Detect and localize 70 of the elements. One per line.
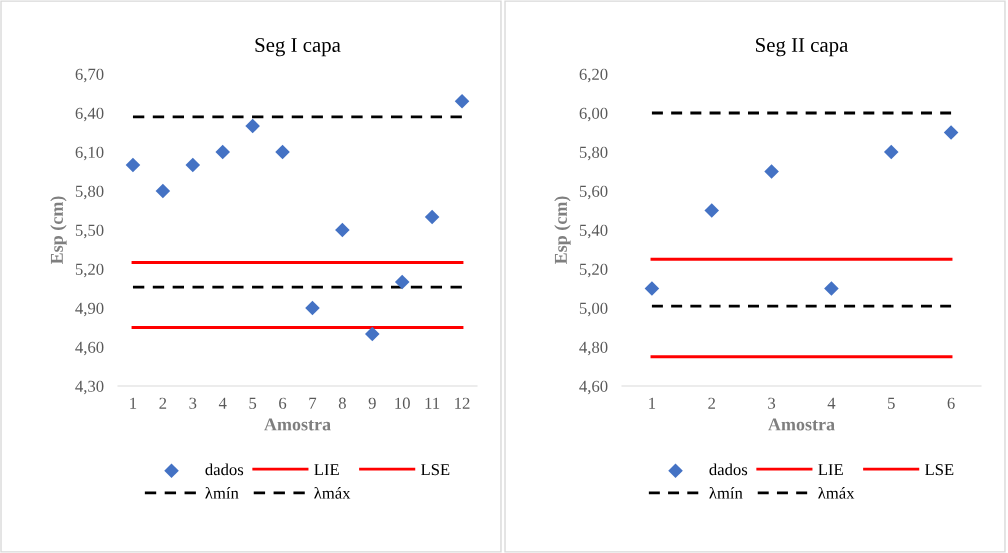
- y-tick-label: 4,60: [75, 341, 104, 356]
- x-tick-label: 8: [338, 397, 346, 409]
- y-tick-label: 4,90: [75, 302, 104, 317]
- x-tick-label: 6: [947, 397, 955, 409]
- point: [883, 144, 899, 160]
- point: [424, 209, 440, 225]
- x-tick-label: 3: [768, 397, 776, 409]
- point: [394, 274, 410, 290]
- point: [185, 157, 201, 173]
- legend-label: LIE: [818, 464, 843, 476]
- x-tick-label: 2: [159, 397, 167, 409]
- legend-label: LSE: [421, 464, 450, 476]
- x-tick-label: 5: [249, 397, 257, 409]
- point: [704, 203, 720, 218]
- legend-label: dados: [709, 463, 748, 476]
- y-tick-label: 5,40: [579, 224, 608, 239]
- y-tick-label: 4,60: [579, 380, 608, 395]
- chart-title: Seg I capa: [255, 37, 341, 57]
- y-tick-label: 6,00: [579, 107, 608, 122]
- y-tick-label: 5,00: [579, 302, 608, 317]
- point: [824, 281, 839, 296]
- x-tick-label: 5: [888, 397, 895, 409]
- y-tick-label: 5,80: [579, 146, 608, 161]
- x-tick-label: 1: [649, 397, 656, 409]
- y-tick-label: 6,70: [75, 68, 104, 83]
- x-axis-title: Amostra: [768, 418, 835, 431]
- y-tick-label: 5,60: [579, 185, 608, 200]
- y-tick-label: 4,30: [75, 380, 104, 395]
- x-tick-label: 1: [130, 397, 137, 409]
- x-tick-label: 7: [309, 397, 317, 409]
- x-tick-label: 2: [708, 397, 715, 409]
- point: [943, 125, 959, 140]
- legend-label: LIE: [314, 464, 339, 476]
- x-axis-title: Amostra: [264, 418, 331, 431]
- y-tick-label: 6,20: [579, 68, 608, 83]
- y-axis-title: Esp (cm): [50, 196, 67, 265]
- point: [365, 326, 380, 342]
- y-tick-label: 6,40: [75, 107, 104, 122]
- x-tick-label: 9: [368, 397, 376, 409]
- x-tick-label: 6: [279, 397, 287, 409]
- x-tick-label: 11: [425, 397, 440, 409]
- y-tick-label: 5,50: [75, 224, 104, 239]
- point: [454, 94, 470, 109]
- point: [764, 164, 779, 179]
- y-tick-label: 4,80: [579, 341, 608, 356]
- x-tick-label: 4: [218, 397, 227, 409]
- legend-label: LSE: [925, 464, 954, 476]
- point: [215, 144, 230, 160]
- x-tick-label: 10: [395, 397, 410, 409]
- legend-label: λmín: [709, 486, 743, 499]
- point: [155, 183, 171, 199]
- y-tick-label: 5,80: [75, 185, 104, 200]
- y-tick-label: 5,20: [579, 263, 608, 278]
- point: [245, 118, 260, 134]
- point: [644, 281, 660, 296]
- legend-label: dados: [205, 463, 244, 476]
- point: [125, 157, 141, 173]
- x-tick-label: 3: [189, 397, 197, 409]
- chart-title: Seg II capa: [756, 37, 849, 57]
- y-tick-label: 5,20: [75, 263, 104, 278]
- point: [335, 222, 350, 238]
- y-tick-label: 6,10: [75, 146, 104, 161]
- legend-label: λmáx: [818, 486, 855, 499]
- legend-label: λmín: [205, 486, 239, 499]
- x-tick-label: 12: [455, 397, 470, 409]
- point: [305, 300, 320, 316]
- point: [275, 144, 290, 160]
- x-tick-label: 4: [827, 397, 836, 409]
- legend-label: λmáx: [314, 486, 351, 499]
- y-axis-title: Esp (cm): [554, 196, 571, 265]
